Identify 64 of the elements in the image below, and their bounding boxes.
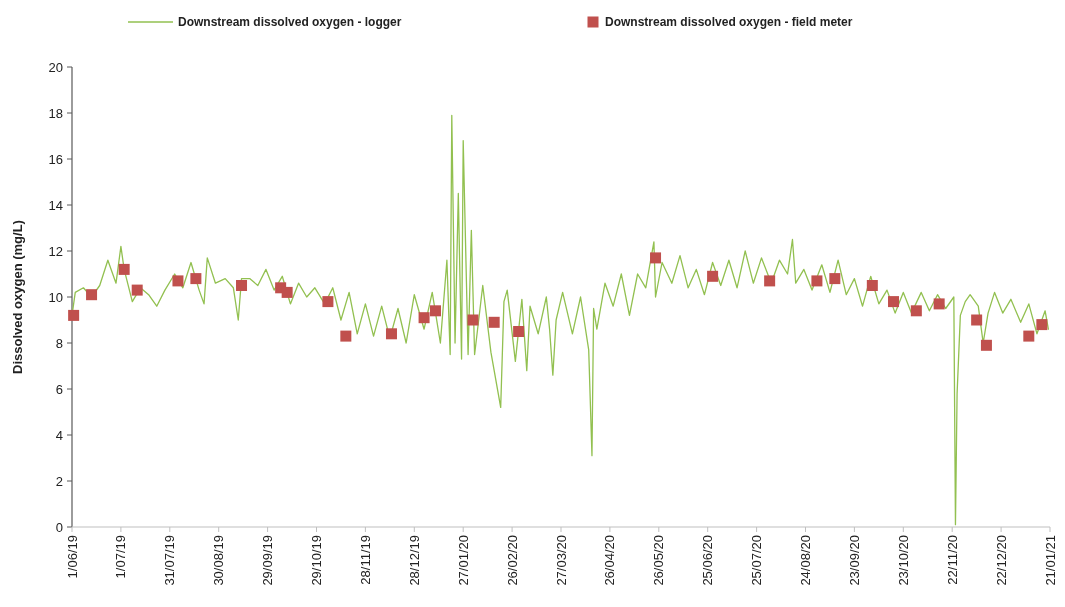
y-axis-title: Dissolved oxygen (mg/L): [10, 220, 25, 374]
x-tick-label: 22/11/20: [944, 535, 960, 585]
y-tick-label: 18: [48, 105, 63, 121]
point: [86, 289, 98, 301]
point: [418, 312, 430, 324]
y-tick-label: 20: [48, 59, 63, 75]
x-tick-label: 22/12/20: [993, 535, 1009, 586]
y-tick-label: 16: [48, 151, 63, 167]
x-tick-label: 21/01/21: [1042, 535, 1058, 586]
x-tick-label: 26/02/20: [504, 535, 520, 586]
x-tick-label: 26/04/20: [602, 535, 618, 586]
x-tick-label: 23/10/20: [895, 535, 911, 586]
point: [764, 275, 776, 287]
point: [190, 273, 202, 285]
point: [236, 280, 248, 291]
point: [1036, 319, 1048, 331]
point: [1023, 330, 1035, 342]
point: [910, 305, 922, 317]
x-tick-label: 25/06/20: [700, 535, 716, 586]
point: [933, 298, 945, 310]
x-tick-label: 26/05/20: [651, 535, 667, 586]
x-tick-label: 1/07/19: [113, 535, 129, 579]
point: [322, 296, 334, 308]
x-tick-label: 30/08/19: [211, 535, 227, 586]
legend-label: Downstream dissolved oxygen - logger: [178, 15, 402, 30]
point: [707, 270, 719, 282]
y-tick-label: 6: [55, 381, 63, 397]
point: [888, 296, 900, 308]
y-tick-label: 2: [55, 473, 63, 489]
point: [172, 275, 184, 287]
y-tick-label: 4: [55, 427, 63, 443]
point: [488, 316, 500, 328]
x-tick-label: 31/07/19: [162, 535, 178, 586]
point: [971, 314, 983, 326]
x-tick-label: 27/01/20: [455, 535, 471, 586]
x-tick-label: 25/07/20: [749, 535, 765, 586]
y-tick-label: 0: [55, 519, 63, 535]
y-tick-label: 8: [55, 335, 63, 351]
point: [513, 326, 525, 337]
point: [467, 314, 479, 326]
point: [340, 330, 352, 342]
point: [385, 328, 397, 340]
point: [811, 275, 823, 287]
y-tick-label: 12: [48, 243, 63, 259]
x-tick-label: 23/09/20: [846, 535, 862, 586]
x-tick-label: 1/06/19: [64, 535, 80, 579]
point: [650, 252, 662, 264]
x-tick-label: 27/03/20: [553, 535, 569, 586]
point: [68, 309, 80, 321]
point: [118, 263, 130, 275]
y-tick-label: 14: [48, 197, 63, 213]
x-tick-label: 29/09/19: [260, 535, 276, 586]
point: [281, 286, 293, 298]
point: [131, 284, 143, 296]
x-tick-label: 29/10/19: [309, 535, 325, 586]
x-tick-label: 24/08/20: [798, 535, 814, 586]
y-tick-label: 10: [48, 289, 63, 305]
point: [980, 339, 992, 351]
x-tick-label: 28/11/19: [357, 535, 373, 585]
point: [429, 305, 441, 317]
x-tick-label: 28/12/19: [406, 535, 422, 586]
point: [829, 273, 841, 285]
point: [866, 280, 878, 291]
legend-label: Downstream dissolved oxygen - field meter: [605, 15, 853, 30]
